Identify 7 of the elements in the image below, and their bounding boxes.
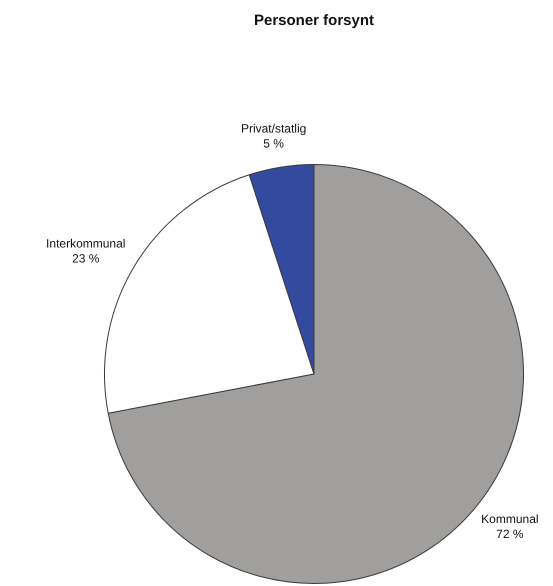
slice-label: Privat/statlig (240, 121, 306, 136)
data-label: 72 % (496, 527, 524, 542)
chart-title: Personer forsynt (254, 12, 374, 30)
data-label: 23 % (72, 251, 100, 266)
slice-label: Kommunal (481, 512, 539, 526)
data-label: 5 % (263, 136, 284, 150)
slice-label: Interkommunal (46, 236, 126, 250)
